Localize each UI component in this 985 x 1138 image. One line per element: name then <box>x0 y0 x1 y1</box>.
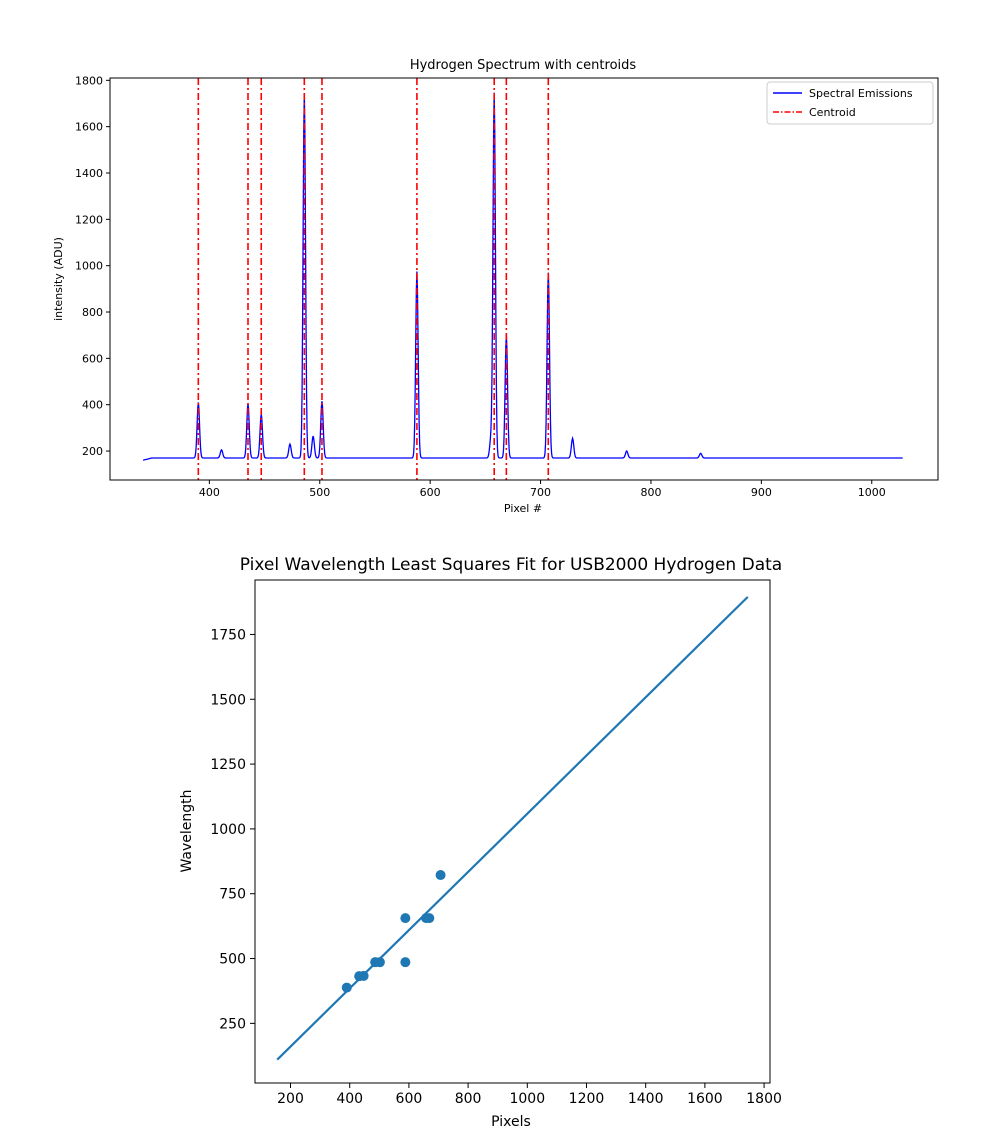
fit-plot-area <box>276 596 749 1061</box>
y-tick-label: 400 <box>82 399 103 412</box>
y-tick-label: 1600 <box>75 121 103 134</box>
y-tick-label: 1800 <box>75 74 103 87</box>
fit-chart: Pixel Wavelength Least Squares Fit for U… <box>179 555 782 1130</box>
data-point <box>435 870 446 881</box>
x-tick-label: 700 <box>530 486 551 499</box>
y-tick-label: 1200 <box>75 213 103 226</box>
y-tick-label: 1000 <box>210 822 246 838</box>
x-tick-label: 600 <box>420 486 441 499</box>
y-tick-label: 1250 <box>210 757 246 773</box>
spectrum-x-ticks: 400 500 600 700 800 900 1000 <box>199 480 886 499</box>
spectrum-axes-frame <box>109 77 939 481</box>
y-tick-label: 800 <box>82 306 103 319</box>
y-tick-label: 200 <box>82 445 103 458</box>
legend-box <box>766 81 934 125</box>
x-tick-label: 600 <box>396 1091 423 1107</box>
x-tick-label: 200 <box>277 1091 304 1107</box>
x-tick-label: 400 <box>336 1091 363 1107</box>
y-tick-label: 1400 <box>75 167 103 180</box>
data-point <box>374 957 385 968</box>
spectrum-y-axis-label: intensity (ADU) <box>52 237 65 321</box>
data-point <box>358 970 369 981</box>
x-tick-label: 800 <box>640 486 661 499</box>
data-point <box>341 982 352 993</box>
y-tick-label: 750 <box>219 887 246 903</box>
x-tick-label: 400 <box>199 486 220 499</box>
spectrum-plot-area <box>142 78 903 480</box>
spectrum-x-axis-label: Pixel # <box>504 502 542 515</box>
x-tick-label: 800 <box>455 1091 482 1107</box>
legend-label-spectral: Spectral Emissions <box>809 87 913 100</box>
y-tick-label: 500 <box>219 952 246 968</box>
spectrum-chart: Hydrogen Spectrum with centroids 400 500 6… <box>52 58 939 515</box>
x-tick-label: 1200 <box>569 1091 605 1107</box>
data-point <box>400 957 411 968</box>
data-point <box>424 913 435 924</box>
fit-x-ticks: 200 400 600 800 1000 1200 1400 1600 1800 <box>277 1083 782 1107</box>
fit-chart-title: Pixel Wavelength Least Squares Fit for U… <box>240 555 782 575</box>
legend-label-centroid: Centroid <box>809 106 856 119</box>
fit-y-axis-label: Wavelength <box>179 789 195 872</box>
x-tick-label: 1800 <box>746 1091 782 1107</box>
y-tick-label: 1750 <box>210 627 246 643</box>
y-tick-label: 1500 <box>210 692 246 708</box>
x-tick-label: 900 <box>751 486 772 499</box>
spectrum-legend: Spectral Emissions Centroid <box>766 81 934 125</box>
spectrum-y-ticks: 200 400 600 800 1000 1200 1400 1600 1800 <box>75 74 110 458</box>
fit-line <box>276 596 749 1061</box>
fit-y-ticks: 250 500 750 1000 1250 1500 1750 <box>210 627 255 1032</box>
x-tick-label: 500 <box>309 486 330 499</box>
y-tick-label: 250 <box>219 1016 246 1032</box>
y-tick-label: 1000 <box>75 260 103 273</box>
spectrum-chart-title: Hydrogen Spectrum with centroids <box>410 58 637 73</box>
fit-axes-frame <box>254 579 771 1084</box>
x-tick-label: 1600 <box>687 1091 723 1107</box>
x-tick-label: 1000 <box>858 486 886 499</box>
y-tick-label: 600 <box>82 352 103 365</box>
x-tick-label: 1400 <box>628 1091 664 1107</box>
fit-x-axis-label: Pixels <box>491 1114 531 1130</box>
x-tick-label: 1000 <box>509 1091 545 1107</box>
spectral-emissions-line <box>142 92 903 461</box>
data-point <box>400 913 411 924</box>
